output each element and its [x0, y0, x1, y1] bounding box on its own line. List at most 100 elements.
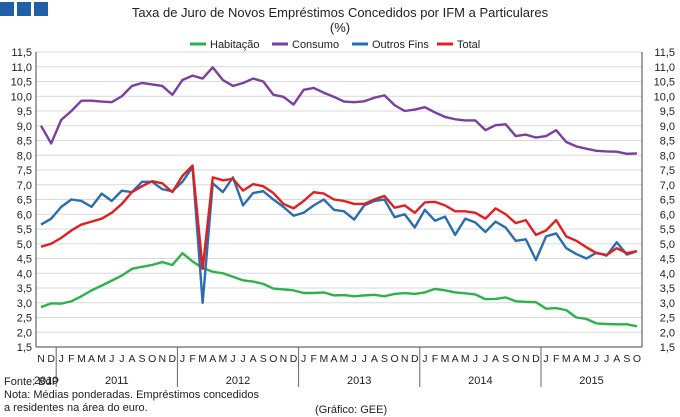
x-tick-label: F: [68, 353, 74, 365]
x-tick-label: J: [352, 353, 357, 365]
x-tick-label: N: [280, 353, 288, 365]
x-tick-label: J: [240, 353, 245, 365]
y-tick-label-right: 3,5: [660, 283, 675, 295]
x-tick-label: N: [37, 353, 45, 365]
series-line-total: [40, 164, 638, 271]
y-tick-label-right: 4,0: [660, 268, 675, 280]
series-line-outros-fins: [40, 165, 638, 304]
x-tick-label: J: [594, 353, 599, 365]
x-tick-label: J: [604, 353, 609, 365]
y-tick-label-left: 5,5: [17, 224, 32, 236]
y-tick-label-right: 9,5: [660, 106, 675, 118]
y-tick-label-left: 3,5: [17, 283, 32, 295]
y-tick-label-right: 11,0: [654, 62, 675, 74]
legend-label: Habitação: [210, 39, 260, 51]
x-tick-label: O: [148, 353, 156, 365]
logo-square: [17, 2, 31, 16]
y-tick-label-left: 10,5: [11, 77, 32, 89]
y-tick-label-right: 9,0: [660, 121, 675, 133]
x-tick-label: D: [411, 353, 419, 365]
y-tick-label-right: 10,5: [654, 77, 675, 89]
year-label: 2015: [579, 375, 603, 387]
x-tick-label: S: [623, 353, 630, 365]
x-tick-label: F: [311, 353, 317, 365]
x-tick-label: A: [371, 353, 378, 365]
x-tick-label: M: [97, 353, 106, 365]
x-tick-label: S: [381, 353, 388, 365]
x-tick-label: N: [158, 353, 166, 365]
y-tick-label-left: 2,0: [17, 327, 32, 339]
chart-credit: (Gráfico: GEE): [315, 404, 388, 416]
footnote-line2: a residentes na área do euro.: [4, 402, 148, 414]
x-tick-label: A: [492, 353, 499, 365]
legend-label: Total: [457, 39, 480, 51]
x-tick-label: J: [473, 353, 478, 365]
y-tick-label-left: 3,0: [17, 298, 32, 310]
x-tick-label: M: [340, 353, 349, 365]
y-tick-label-left: 11,0: [11, 62, 32, 74]
y-tick-label-right: 5,0: [660, 239, 675, 251]
year-label: 2010: [34, 375, 58, 387]
y-tick-label-right: 8,0: [660, 150, 675, 162]
x-tick-label: N: [401, 353, 409, 365]
x-tick-label: O: [512, 353, 520, 365]
y-tick-label-left: 6,0: [17, 209, 32, 221]
x-tick-label: M: [441, 353, 450, 365]
y-tick-label-left: 2,5: [17, 313, 32, 325]
logo-square: [34, 2, 48, 16]
y-tick-label-right: 1,5: [660, 342, 675, 354]
series-line-habita-o: [40, 251, 638, 328]
x-tick-label: J: [119, 353, 124, 365]
x-tick-label: A: [250, 353, 257, 365]
x-tick-label: S: [139, 353, 146, 365]
x-tick-label: J: [422, 353, 427, 365]
x-tick-label: J: [109, 353, 114, 365]
x-tick-label: O: [390, 353, 398, 365]
y-tick-label-right: 11,5: [654, 47, 675, 59]
x-tick-label: O: [633, 353, 641, 365]
chart-subtitle: (%): [329, 20, 351, 35]
year-label: 2013: [347, 375, 371, 387]
x-tick-label: D: [290, 353, 298, 365]
x-tick-label: J: [483, 353, 488, 365]
y-tick-label-right: 7,5: [660, 165, 675, 177]
y-tick-label-right: 2,5: [660, 313, 675, 325]
x-tick-label: D: [532, 353, 540, 365]
x-tick-label: J: [543, 353, 548, 365]
x-tick-label: F: [432, 353, 438, 365]
year-label: 2014: [468, 375, 492, 387]
y-tick-label-right: 7,0: [660, 180, 675, 192]
y-tick-label-left: 11,5: [11, 47, 32, 59]
x-tick-label: J: [59, 353, 64, 365]
x-tick-label: M: [461, 353, 470, 365]
x-tick-label: M: [77, 353, 86, 365]
x-tick-label: D: [169, 353, 177, 365]
y-tick-label-left: 1,5: [17, 342, 32, 354]
x-tick-label: M: [218, 353, 227, 365]
y-tick-label-right: 8,5: [660, 136, 675, 148]
x-tick-label: A: [88, 353, 95, 365]
y-tick-label-left: 10,0: [11, 91, 32, 103]
legend-label: Consumo: [292, 39, 339, 51]
y-tick-label-left: 8,0: [17, 150, 32, 162]
source-note: Fonte: BdP: [4, 376, 60, 388]
y-tick-label-left: 7,0: [17, 180, 32, 192]
logo-square: [0, 2, 14, 16]
series-line-consumo: [40, 66, 637, 155]
y-tick-label-right: 5,5: [660, 224, 675, 236]
year-label: 2011: [105, 375, 129, 387]
chart-title: Taxa de Juro de Novos Empréstimos Conced…: [131, 5, 549, 20]
x-tick-label: F: [553, 353, 559, 365]
y-tick-label-left: 8,5: [17, 136, 32, 148]
y-tick-label-right: 3,0: [660, 298, 675, 310]
y-tick-label-right: 6,0: [660, 209, 675, 221]
y-tick-label-right: 6,5: [660, 195, 675, 207]
x-tick-label: S: [502, 353, 509, 365]
y-tick-label-left: 6,5: [17, 195, 32, 207]
x-tick-label: A: [613, 353, 620, 365]
x-tick-label: A: [573, 353, 580, 365]
x-tick-label: A: [330, 353, 337, 365]
x-tick-label: J: [301, 353, 306, 365]
y-tick-label-left: 4,0: [17, 268, 32, 280]
